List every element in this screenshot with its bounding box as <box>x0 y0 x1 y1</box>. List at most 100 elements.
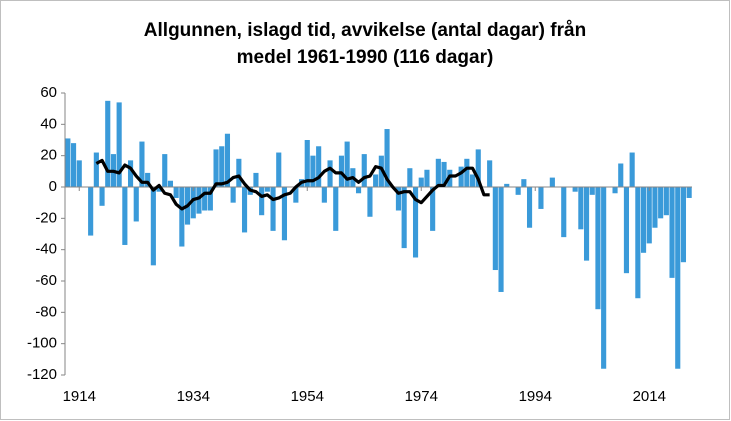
y-tick-label: -100 <box>27 335 57 352</box>
bar <box>635 187 641 299</box>
bar <box>145 172 151 187</box>
bar <box>173 187 179 198</box>
bar <box>65 138 71 187</box>
bar <box>418 177 424 187</box>
bar <box>401 187 407 249</box>
bar <box>127 160 134 187</box>
bar <box>367 187 373 217</box>
bar <box>99 187 105 206</box>
y-tick-label: 0 <box>49 178 57 195</box>
bar <box>458 166 464 187</box>
bar <box>578 187 584 230</box>
bar <box>133 187 139 222</box>
bar <box>321 187 327 203</box>
y-tick-label: -20 <box>35 209 57 226</box>
moving-average-line <box>95 158 490 211</box>
bar <box>281 187 288 241</box>
bar <box>469 174 476 187</box>
bar <box>601 187 607 369</box>
bar <box>259 187 265 216</box>
bar <box>179 187 185 247</box>
bar <box>202 187 208 211</box>
bar <box>241 187 248 233</box>
bar <box>504 183 510 187</box>
bar <box>435 158 441 187</box>
bar <box>583 187 590 261</box>
bar <box>407 168 413 187</box>
bar <box>76 160 82 187</box>
x-tick-label: 1974 <box>405 388 438 405</box>
bar <box>384 129 390 187</box>
bar <box>475 149 481 187</box>
bar <box>122 187 128 245</box>
bar <box>441 161 447 187</box>
x-tick-label: 2014 <box>633 388 666 405</box>
bar <box>680 187 687 263</box>
bar <box>526 187 533 228</box>
bar <box>595 187 601 310</box>
bar <box>549 177 555 187</box>
y-tick-label: -80 <box>35 303 57 320</box>
y-tick-label: -60 <box>35 272 57 289</box>
bar <box>618 163 624 187</box>
bar <box>310 155 316 187</box>
bar <box>236 158 242 187</box>
bar <box>190 187 196 219</box>
bar <box>88 187 94 236</box>
y-tick-label: 20 <box>40 147 57 164</box>
bar <box>316 146 322 187</box>
bar <box>686 187 692 198</box>
x-tick-label: 1914 <box>63 388 96 405</box>
bar <box>675 187 681 369</box>
bar <box>139 141 145 187</box>
bar <box>658 187 664 219</box>
bar <box>521 179 527 187</box>
bar <box>395 187 402 211</box>
x-tick-label: 1954 <box>291 388 324 405</box>
bar <box>412 187 419 258</box>
bar <box>276 152 282 187</box>
x-tick-label: 1994 <box>519 388 552 405</box>
bar <box>498 187 504 292</box>
bar <box>327 160 333 187</box>
bar <box>572 187 578 192</box>
bar <box>150 187 156 266</box>
bar <box>646 187 652 244</box>
bar <box>538 187 544 209</box>
bar <box>304 140 310 187</box>
bar <box>264 187 270 192</box>
bar <box>270 187 276 231</box>
bar <box>196 187 202 214</box>
chart-title: medel 1961-1990 (116 dagar) <box>237 47 494 68</box>
bar <box>207 187 213 211</box>
bar <box>487 160 493 187</box>
bar <box>70 143 77 187</box>
bar <box>492 187 498 271</box>
bar <box>219 146 225 187</box>
bar <box>589 187 595 195</box>
chart-title: Allgunnen, islagd tid, avvikelse (antal … <box>144 20 586 41</box>
bar <box>355 187 362 194</box>
bar <box>253 172 259 187</box>
bar <box>652 187 658 228</box>
y-tick-label: -120 <box>27 366 57 383</box>
y-tick-label: -40 <box>35 241 57 258</box>
bar <box>640 187 647 253</box>
bar <box>612 187 618 194</box>
bar <box>424 169 430 187</box>
y-tick-label: 60 <box>40 84 57 101</box>
bar <box>105 100 111 187</box>
bar <box>213 149 219 187</box>
bar <box>669 187 675 278</box>
bar <box>430 187 436 231</box>
bar <box>156 187 162 192</box>
bar <box>333 187 339 231</box>
bar <box>224 133 231 187</box>
bar <box>293 187 299 203</box>
bar <box>116 102 122 187</box>
bar <box>93 152 99 187</box>
bar <box>373 174 379 187</box>
